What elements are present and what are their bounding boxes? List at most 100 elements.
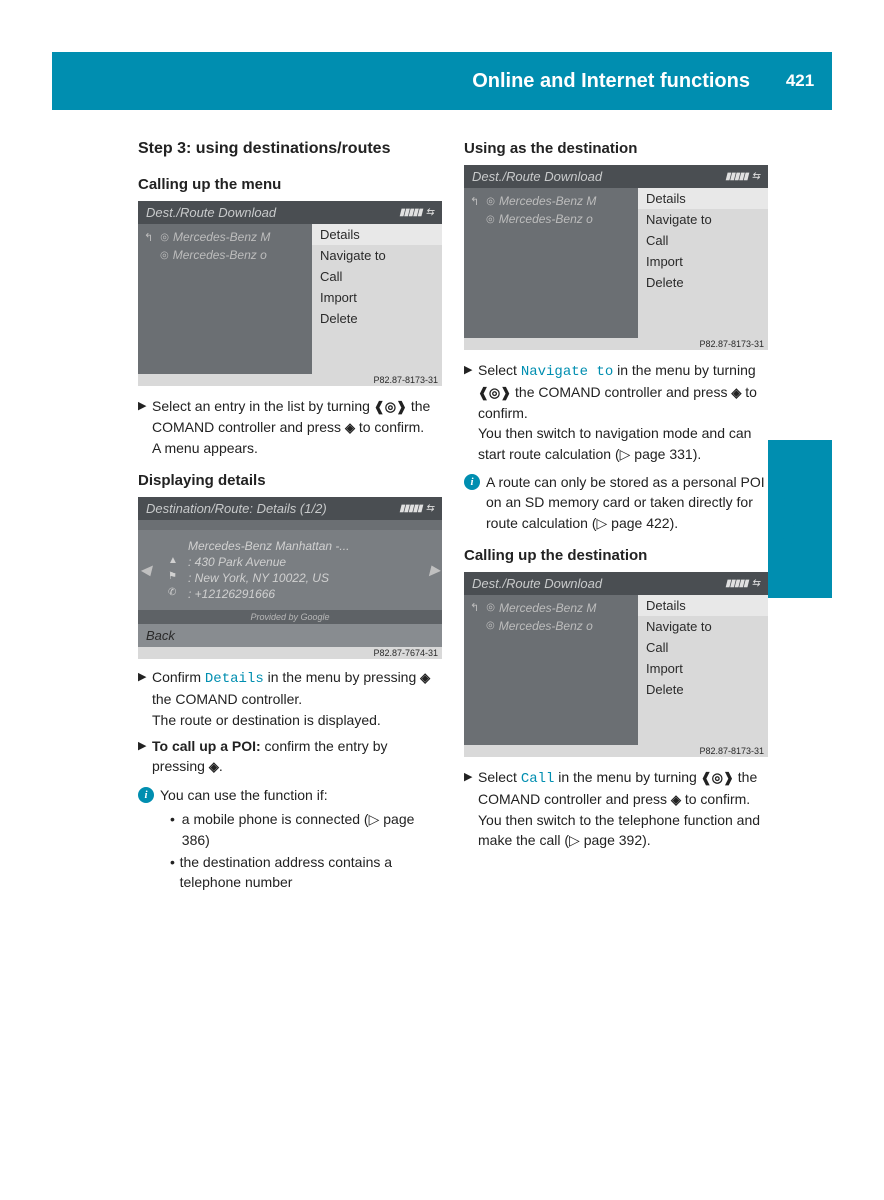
turn-controller-icon: ❰◎❱ — [374, 399, 407, 414]
signal-icon: ▮▮▮▮▮ ⇆ — [399, 207, 434, 218]
press-controller-icon: ◈ — [345, 420, 355, 435]
right-column: Using as the destination Dest./Route Dow… — [464, 140, 768, 893]
context-menu: Details Navigate to Call Import Delete — [312, 224, 442, 374]
screenshot-header: Dest./Route Download ▮▮▮▮▮ ⇆ — [138, 201, 442, 224]
subsection-heading: Calling up the destination — [464, 547, 768, 564]
step-text: Select Call in the menu by turning ❰◎❱ t… — [478, 767, 768, 851]
list-item: ↰◎ Mercedes-Benz M — [470, 599, 632, 617]
info-note: i A route can only be stored as a person… — [464, 472, 768, 533]
list-item: ◎ Mercedes-Benz o — [470, 617, 632, 635]
poi-icon: ◎ — [486, 214, 495, 225]
screenshot-list: ↰◎ Mercedes-Benz M ◎ Mercedes-Benz o — [464, 188, 638, 338]
screenshot-title: Destination/Route: Details (1/2) — [146, 501, 327, 516]
menu-item-navigate: Navigate to — [312, 245, 442, 266]
menu-item-import: Import — [638, 251, 768, 272]
screenshot-header: Destination/Route: Details (1/2) ▮▮▮▮▮ ⇆ — [138, 497, 442, 520]
instruction-step: ▶ Confirm Details in the menu by pressin… — [138, 667, 442, 730]
step-text: To call up a POI: confirm the entry by p… — [152, 736, 442, 777]
menu-item-import: Import — [638, 658, 768, 679]
page-ref-icon: ▷ — [620, 446, 631, 462]
subsection-heading: Calling up the menu — [138, 176, 442, 193]
screenshot-title: Dest./Route Download — [146, 205, 276, 220]
press-controller-icon: ◈ — [671, 792, 681, 807]
phone-icon: ✆ — [168, 587, 176, 598]
detail-phone: ✆: +12126291666 — [162, 586, 418, 602]
page-ref-icon: ▷ — [569, 832, 580, 848]
image-reference: P82.87-8173-31 — [464, 745, 768, 757]
instruction-step: ▶ Select Call in the menu by turning ❰◎❱… — [464, 767, 768, 851]
info-icon: i — [464, 474, 480, 490]
details-panel: ◀ ▶ Mercedes-Benz Manhattan -... ▲: 430 … — [138, 530, 442, 610]
triangle-icon: ▶ — [138, 396, 152, 458]
menu-keyword: Call — [521, 771, 555, 787]
screenshot-dest-route: Dest./Route Download ▮▮▮▮▮ ⇆ ↰ ◎ Mercedes… — [464, 572, 768, 757]
list-item: ◎ Mercedes-Benz o — [470, 210, 632, 228]
step-text: Confirm Details in the menu by pressing … — [152, 667, 442, 730]
triangle-icon: ▶ — [138, 667, 152, 730]
left-column: Step 3: using destinations/routes Callin… — [138, 140, 442, 893]
poi-icon: ◎ — [160, 232, 169, 243]
bullet-item: •a mobile phone is connected (▷ page 386… — [170, 809, 442, 850]
subsection-heading: Using as the destination — [464, 140, 768, 157]
provided-by-google: Provided by Google — [138, 610, 442, 624]
menu-keyword: Navigate to — [521, 364, 613, 380]
page-ref-icon: ▷ — [369, 811, 380, 827]
menu-item-delete: Delete — [638, 272, 768, 293]
poi-icon: ◎ — [486, 620, 495, 631]
menu-item-details: Details — [638, 188, 768, 209]
instruction-step: ▶ Select Navigate to in the menu by turn… — [464, 360, 768, 464]
menu-item-details: Details — [312, 224, 442, 245]
return-icon: ↰ — [144, 231, 153, 244]
return-icon: ↰ — [470, 601, 479, 614]
menu-item-delete: Delete — [638, 679, 768, 700]
poi-icon: ◎ — [160, 250, 169, 261]
context-menu: Details Navigate to Call Import Delete — [638, 595, 768, 745]
page-title: Online and Internet functions — [472, 70, 750, 93]
menu-item-call: Call — [638, 230, 768, 251]
screenshot-title: Dest./Route Download — [472, 169, 602, 184]
turn-controller-icon: ❰◎❱ — [701, 770, 734, 785]
signal-icon: ▮▮▮▮▮ ⇆ — [725, 171, 760, 182]
screenshot-list: ↰◎ Mercedes-Benz M ◎ Mercedes-Benz o — [464, 595, 638, 745]
screenshot-header: Dest./Route Download ▮▮▮▮▮ ⇆ — [464, 165, 768, 188]
return-icon: ↰ — [470, 195, 479, 208]
nav-right-icon: ▶ — [429, 561, 440, 578]
press-controller-icon: ◈ — [209, 759, 219, 774]
menu-item-call: Call — [312, 266, 442, 287]
image-reference: P82.87-8173-31 — [138, 374, 442, 386]
header-bar: Online and Internet functions — [52, 52, 768, 110]
step-text: Select an entry in the list by turning ❰… — [152, 396, 442, 458]
instruction-step: ▶ To call up a POI: confirm the entry by… — [138, 736, 442, 777]
menu-item-import: Import — [312, 287, 442, 308]
page-number: 421 — [768, 52, 832, 110]
bullet-item: •the destination address contains a tele… — [170, 852, 442, 893]
screenshot-dest-route: Dest./Route Download ▮▮▮▮▮ ⇆ ↰◎ Mercedes… — [464, 165, 768, 350]
back-button: Back — [138, 624, 442, 647]
press-controller-icon: ◈ — [420, 670, 430, 685]
detail-city: ⚑: New York, NY 10022, US — [162, 570, 418, 586]
menu-item-details: Details — [638, 595, 768, 616]
detail-name: Mercedes-Benz Manhattan -... — [162, 538, 418, 554]
menu-keyword: Details — [205, 671, 264, 687]
detail-address: ▲: 430 Park Avenue — [162, 554, 418, 570]
screenshot-body: ↰◎ Mercedes-Benz M ◎ Mercedes-Benz o Det… — [464, 188, 768, 338]
menu-item-call: Call — [638, 637, 768, 658]
step-text: Select Navigate to in the menu by turnin… — [478, 360, 768, 464]
info-note: i You can use the function if: — [138, 785, 442, 805]
poi-icon: ◎ — [486, 602, 495, 613]
bullet-list: •a mobile phone is connected (▷ page 386… — [170, 809, 442, 892]
menu-item-delete: Delete — [312, 308, 442, 329]
screenshot-title: Dest./Route Download — [472, 576, 602, 591]
signal-icon: ▮▮▮▮▮ ⇆ — [399, 503, 434, 514]
info-text: A route can only be stored as a personal… — [486, 472, 768, 533]
screenshot-body: ↰◎ Mercedes-Benz M ◎ Mercedes-Benz o Det… — [464, 595, 768, 745]
address-icon: ▲ — [168, 555, 178, 566]
signal-icon: ▮▮▮▮▮ ⇆ — [725, 578, 760, 589]
city-icon: ⚑ — [168, 571, 177, 582]
triangle-icon: ▶ — [138, 736, 152, 777]
list-item: ↰◎ Mercedes-Benz M — [144, 228, 306, 246]
list-item: ↰◎ Mercedes-Benz M — [470, 192, 632, 210]
menu-item-navigate: Navigate to — [638, 209, 768, 230]
content: Step 3: using destinations/routes Callin… — [138, 140, 768, 893]
nav-left-icon: ◀ — [140, 561, 151, 578]
